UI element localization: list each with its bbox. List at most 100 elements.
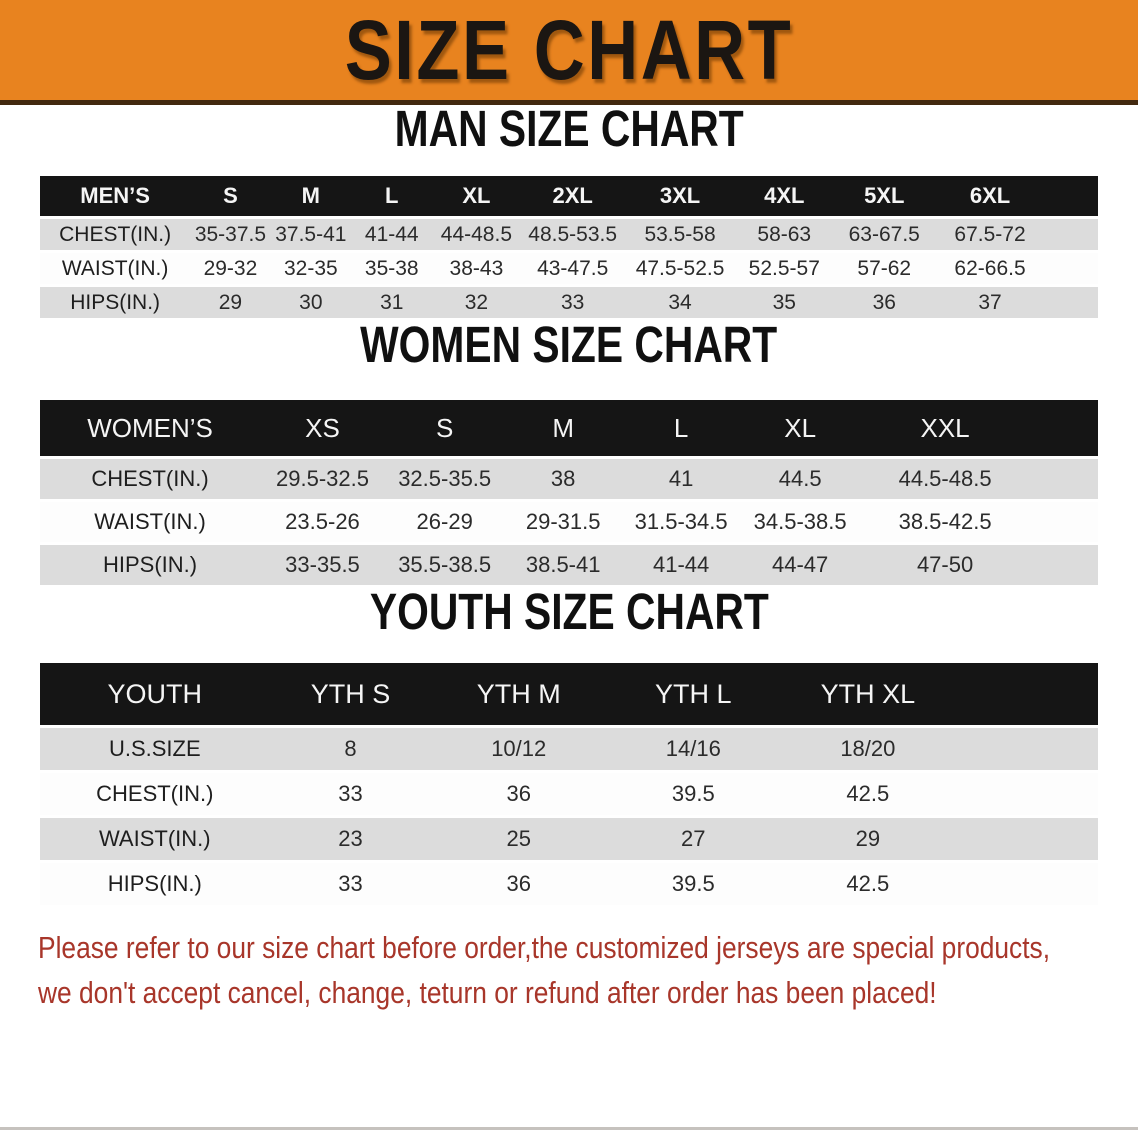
women-table-row-0: CHEST(IN.) 29.5-32.5 32.5-35.5 38 41 44.5 44.5…	[40, 459, 1098, 499]
youth-table-title: YOUTH	[40, 663, 270, 725]
men-cell-0-8: 67.5-72	[935, 219, 1046, 250]
men-cell-0-3: 44-48.5	[432, 219, 521, 250]
youth-table: YOUTH YTH S YTH M YTH L YTH XL U.S.SIZE 8 10/12…	[40, 660, 1098, 908]
men-cell-2-5: 34	[625, 287, 736, 318]
women-header-spacer	[1030, 400, 1098, 456]
youth-cell-3-3: 42.5	[780, 863, 956, 905]
men-header-spacer	[1045, 176, 1098, 216]
men-cell-1-1: 32-35	[270, 253, 352, 284]
men-column-header-3: XL	[432, 176, 521, 216]
women-column-header-5: XXL	[859, 400, 1031, 456]
men-row-spacer	[1045, 253, 1098, 284]
women-cell-0-1: 32.5-35.5	[384, 459, 505, 499]
youth-row-label-2: WAIST(IN.)	[40, 818, 270, 860]
youth-row-label-1: CHEST(IN.)	[40, 773, 270, 815]
women-cell-2-0: 33-35.5	[260, 545, 385, 585]
women-row-label-2: HIPS(IN.)	[40, 545, 261, 585]
men-table-title: MEN’S	[40, 176, 191, 216]
women-cell-2-5: 47-50	[859, 545, 1031, 585]
youth-row-spacer	[955, 863, 1098, 905]
men-row-spacer	[1045, 287, 1098, 318]
women-cell-2-4: 44-47	[740, 545, 860, 585]
women-table-row-1: WAIST(IN.) 23.5-26 26-29 29-31.5 31.5-34.5 34…	[40, 502, 1098, 542]
women-row-spacer	[1030, 459, 1098, 499]
men-cell-2-2: 31	[351, 287, 433, 318]
youth-cell-3-2: 39.5	[606, 863, 781, 905]
men-cell-0-7: 63-67.5	[833, 219, 936, 250]
men-cell-1-7: 57-62	[833, 253, 936, 284]
youth-size-table: YOUTH YTH S YTH M YTH L YTH XL U.S.SIZE 8 10/12…	[0, 660, 1138, 908]
youth-table-row-0: U.S.SIZE 8 10/12 14/16 18/20	[40, 728, 1098, 770]
men-cell-2-8: 37	[935, 287, 1046, 318]
women-cell-0-3: 41	[621, 459, 741, 499]
women-column-header-1: S	[384, 400, 505, 456]
men-cell-0-0: 35-37.5	[190, 219, 271, 250]
men-cell-1-5: 47.5-52.5	[625, 253, 736, 284]
youth-cell-0-0: 8	[269, 728, 432, 770]
men-cell-1-4: 43-47.5	[520, 253, 626, 284]
youth-cell-2-3: 29	[780, 818, 956, 860]
women-size-table: WOMEN’S XS S M L XL XXL CHEST(IN.) 29.5-32.5 32.5…	[0, 397, 1138, 588]
men-column-header-4: 2XL	[520, 176, 626, 216]
men-cell-1-0: 29-32	[190, 253, 271, 284]
men-cell-0-5: 53.5-58	[625, 219, 736, 250]
men-cell-2-3: 32	[432, 287, 521, 318]
youth-cell-0-1: 10/12	[431, 728, 606, 770]
men-size-table: MEN’S S M L XL 2XL 3XL 4XL 5XL 6XL CHEST(IN.) 35-37…	[0, 173, 1138, 321]
youth-cell-0-3: 18/20	[780, 728, 956, 770]
youth-cell-1-2: 39.5	[606, 773, 781, 815]
women-column-header-0: XS	[260, 400, 385, 456]
youth-cell-1-0: 33	[269, 773, 432, 815]
women-section-heading-text: WOMEN SIZE CHART	[360, 316, 778, 373]
men-cell-2-4: 33	[520, 287, 626, 318]
men-cell-2-7: 36	[833, 287, 936, 318]
disclaimer: Please refer to our size chart before or…	[0, 908, 1138, 1018]
youth-column-header-2: YTH L	[606, 663, 781, 725]
men-cell-0-6: 58-63	[735, 219, 834, 250]
youth-column-header-1: YTH M	[431, 663, 606, 725]
women-table: WOMEN’S XS S M L XL XXL CHEST(IN.) 29.5-32.5 32.5…	[40, 397, 1098, 588]
men-column-header-8: 6XL	[935, 176, 1046, 216]
women-cell-2-1: 35.5-38.5	[384, 545, 505, 585]
youth-table-row-3: HIPS(IN.) 33 36 39.5 42.5	[40, 863, 1098, 905]
men-row-label-1: WAIST(IN.)	[40, 253, 191, 284]
women-column-header-3: L	[621, 400, 741, 456]
men-section-heading: MAN SIZE CHART	[0, 100, 1138, 157]
women-cell-0-4: 44.5	[740, 459, 860, 499]
youth-row-label-3: HIPS(IN.)	[40, 863, 270, 905]
bottom-edge-line	[0, 1127, 1138, 1130]
youth-column-header-0: YTH S	[269, 663, 432, 725]
men-cell-1-3: 38-43	[432, 253, 521, 284]
men-column-header-1: M	[270, 176, 352, 216]
men-column-header-7: 5XL	[833, 176, 936, 216]
women-row-label-1: WAIST(IN.)	[40, 502, 261, 542]
men-section-heading-text: MAN SIZE CHART	[394, 100, 744, 157]
women-cell-1-3: 31.5-34.5	[621, 502, 741, 542]
women-cell-1-2: 29-31.5	[504, 502, 622, 542]
men-column-header-5: 3XL	[625, 176, 736, 216]
women-row-spacer	[1030, 502, 1098, 542]
banner: SIZE CHART	[0, 0, 1138, 105]
men-row-spacer	[1045, 219, 1098, 250]
men-cell-1-2: 35-38	[351, 253, 433, 284]
men-cell-0-2: 41-44	[351, 219, 433, 250]
men-row-label-0: CHEST(IN.)	[40, 219, 191, 250]
youth-row-spacer	[955, 773, 1098, 815]
youth-row-spacer	[955, 728, 1098, 770]
men-cell-1-8: 62-66.5	[935, 253, 1046, 284]
youth-cell-3-1: 36	[431, 863, 606, 905]
men-column-header-0: S	[190, 176, 271, 216]
disclaimer-line-1: Please refer to our size chart before or…	[38, 930, 1051, 965]
youth-table-row-2: WAIST(IN.) 23 25 27 29	[40, 818, 1098, 860]
men-table: MEN’S S M L XL 2XL 3XL 4XL 5XL 6XL CHEST(IN.) 35-37…	[40, 173, 1098, 321]
men-cell-1-6: 52.5-57	[735, 253, 834, 284]
women-cell-1-4: 34.5-38.5	[740, 502, 860, 542]
women-row-spacer	[1030, 545, 1098, 585]
youth-cell-2-2: 27	[606, 818, 781, 860]
youth-cell-1-3: 42.5	[780, 773, 956, 815]
youth-table-row-1: CHEST(IN.) 33 36 39.5 42.5	[40, 773, 1098, 815]
men-table-row-0: CHEST(IN.) 35-37.5 37.5-41 41-44 44-48.5 48.5…	[40, 219, 1098, 250]
youth-row-spacer	[955, 818, 1098, 860]
men-table-row-2: HIPS(IN.) 29 30 31 32 33 34 35 36 37	[40, 287, 1098, 318]
